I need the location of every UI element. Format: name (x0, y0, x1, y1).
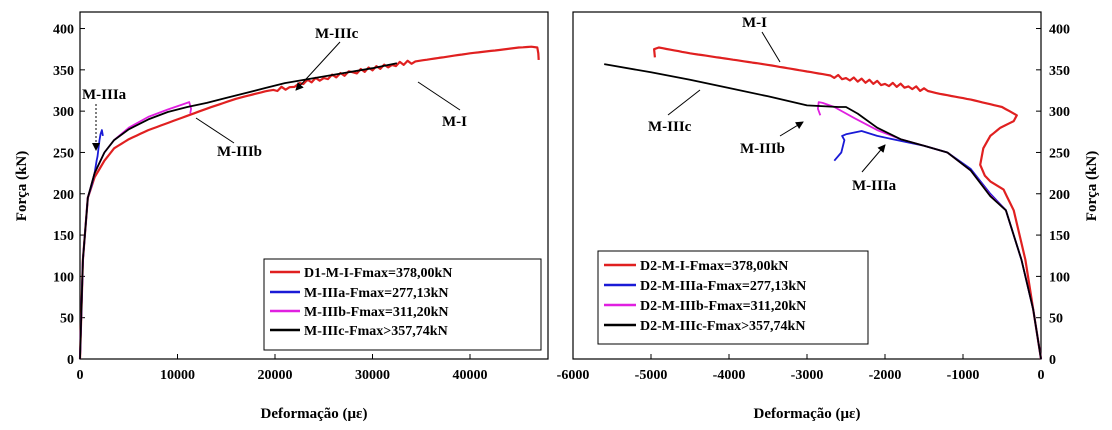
right-series-line-3 (604, 63, 1042, 360)
right-panel: -6000 -5000 -4000 -3000 -2000 -1000 00 50 100 150… (557, 11, 1100, 422)
right-annotation-m-i: M-I (742, 15, 767, 31)
right-ytick-label-0: 0 (1049, 353, 1056, 368)
left-arrow-m-i (417, 81, 461, 111)
right-ytick-label-5: 250 (1049, 146, 1070, 161)
right-ytick-label-7: 350 (1049, 64, 1070, 79)
right-xlabel: Deformação (με) (754, 406, 861, 422)
right-series (604, 46, 1043, 360)
left-ytick-label-0: 0 (67, 353, 74, 368)
right-xtick-label-0: -6000 (557, 368, 590, 383)
left-legend-label-2: M-IIIb-Fmax=311,20kN (304, 305, 448, 320)
right-annotation-m-iiic: M-IIIc (648, 119, 692, 135)
left-ytick-label-2: 100 (53, 270, 74, 285)
right-xtick-label-3: -3000 (791, 368, 824, 383)
left-series (78, 45, 540, 360)
left-legend-label-3: M-IIIc-Fmax>357,74kN (304, 324, 448, 339)
left-arrow-m-iiic (295, 41, 341, 91)
left-ytick-label-8: 400 (53, 23, 74, 38)
right-arrow-m-iiia (861, 144, 886, 173)
right-legend-label-1: D2-M-IIIa-Fmax=277,13kN (640, 279, 806, 294)
right-series-line-0 (653, 46, 1043, 360)
left-ticks: 0 10000 20000 30000 40000 0 50 100 150 200 250 300 3… (53, 23, 488, 383)
right-arrow-m-iiib (779, 121, 804, 137)
left-xtick-label-3: 30000 (355, 368, 390, 383)
right-ytick-label-1: 50 (1049, 312, 1063, 327)
left-arrow-m-iiib (195, 117, 235, 144)
right-legend-label-2: D2-M-IIIb-Fmax=311,20kN (640, 299, 806, 314)
left-series-line-2 (79, 101, 192, 360)
right-legend-label-3: D2-M-IIIc-Fmax>357,74kN (640, 319, 805, 334)
left-xtick-label-0: 0 (77, 368, 84, 383)
right-ylabel: Força (kN) (1084, 151, 1100, 221)
right-xtick-label-1: -5000 (635, 368, 668, 383)
right-xtick-label-4: -2000 (869, 368, 902, 383)
left-series-line-3 (79, 62, 398, 360)
left-plot-frame (79, 11, 549, 360)
left-ytick-label-6: 300 (53, 105, 74, 120)
right-legend-box (597, 250, 869, 345)
right-ticks: -6000 -5000 -4000 -3000 -2000 -1000 00 50 100 150… (557, 23, 1070, 383)
right-ytick-label-2: 100 (1049, 270, 1070, 285)
right-xtick-label-2: -4000 (713, 368, 746, 383)
left-xtick-label-4: 40000 (453, 368, 488, 383)
right-legend-label-0: D2-M-I-Fmax=378,00kN (640, 259, 788, 274)
left-panel: 0 10000 20000 30000 40000 0 50 100 150 200 250 300 3… (14, 11, 549, 422)
right-ytick-label-6: 300 (1049, 105, 1070, 120)
left-xlabel: Deformação (με) (261, 406, 368, 422)
right-xtick-label-6: 0 (1038, 368, 1045, 383)
left-ytick-label-1: 50 (60, 312, 74, 327)
right-xtick-label-5: -1000 (947, 368, 980, 383)
left-xtick-label-1: 10000 (160, 368, 195, 383)
right-annotation-m-iiia: M-IIIa (852, 178, 897, 194)
right-annotation-m-iiib: M-IIIb (740, 141, 785, 157)
left-ytick-label-3: 150 (53, 229, 74, 244)
left-legend-label-0: D1-M-I-Fmax=378,00kN (304, 266, 452, 281)
right-ytick-label-3: 150 (1049, 229, 1070, 244)
left-ytick-label-5: 250 (53, 146, 74, 161)
right-legend: D2-M-I-Fmax=378,00kN D2-M-IIIa-Fmax=277,… (597, 250, 869, 345)
left-legend-label-1: M-IIIa-Fmax=277,13kN (304, 286, 448, 301)
right-ytick-label-8: 400 (1049, 23, 1070, 38)
left-ytick-label-4: 200 (53, 188, 74, 203)
left-legend-box (263, 258, 542, 351)
right-arrow-m-iiic (667, 89, 701, 116)
left-annotation-m-i: M-I (442, 114, 467, 130)
right-ytick-label-4: 200 (1049, 188, 1070, 203)
left-xtick-label-2: 20000 (258, 368, 293, 383)
left-ytick-label-7: 350 (53, 64, 74, 79)
left-annotation-m-iiic: M-IIIc (315, 26, 359, 42)
right-arrow-m-i (761, 31, 781, 63)
left-annotation-m-iiia: M-IIIa (82, 87, 127, 103)
left-annotation-m-iiib: M-IIIb (217, 144, 262, 160)
left-legend: D1-M-I-Fmax=378,00kN M-IIIa-Fmax=277,13k… (263, 258, 542, 351)
left-ylabel: Força (kN) (14, 151, 30, 221)
